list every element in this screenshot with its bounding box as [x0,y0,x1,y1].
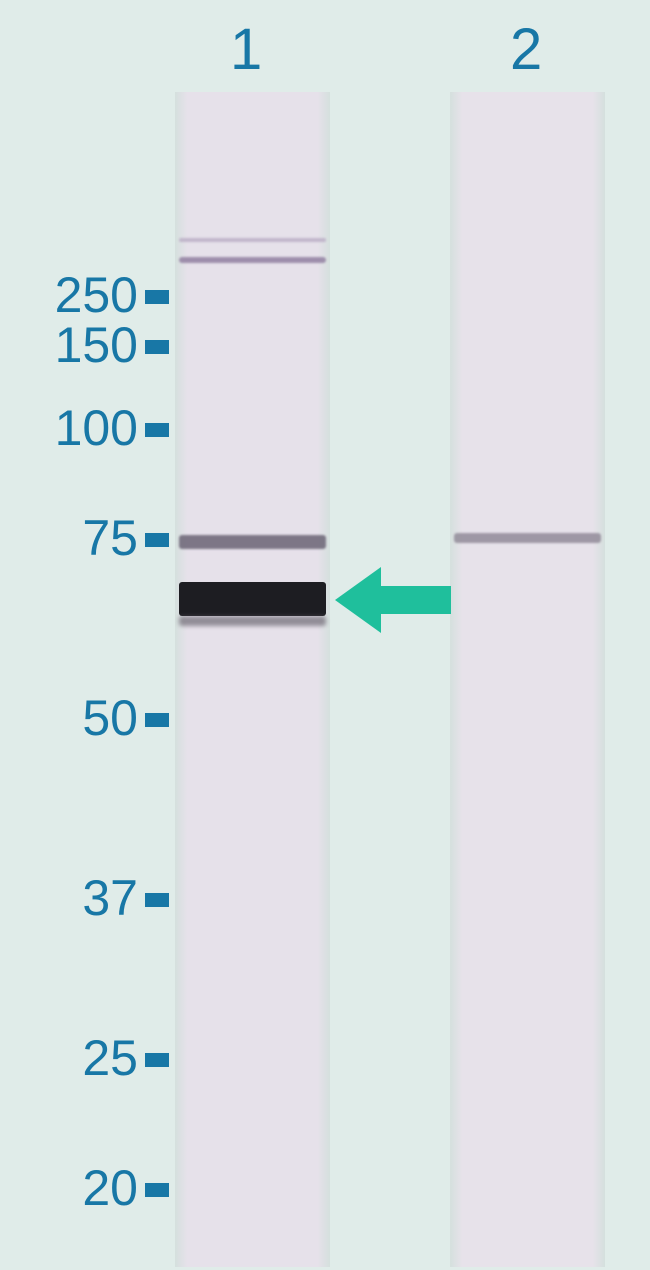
lane2-band-0 [454,533,601,543]
lane1-band-3 [179,582,326,616]
marker-label-50: 50 [82,689,138,747]
lane2-strip [450,92,605,1267]
lane1-band-4 [179,616,326,626]
blot-canvas: 122501501007550372520 [0,0,650,1270]
lane1-strip [175,92,330,1267]
marker-label-75: 75 [82,509,138,567]
lane2-header: 2 [510,16,542,83]
marker-label-37: 37 [82,869,138,927]
lane1-band-0 [179,238,326,242]
marker-label-150: 150 [55,316,138,374]
marker-label-100: 100 [55,399,138,457]
marker-tick-250 [145,290,169,304]
lane1-header: 1 [230,16,262,83]
lane1-band-2 [179,535,326,549]
target-band-arrow-icon [335,567,451,633]
marker-tick-37 [145,893,169,907]
marker-tick-150 [145,340,169,354]
lane1-band-1 [179,257,326,263]
marker-tick-25 [145,1053,169,1067]
marker-tick-50 [145,713,169,727]
marker-label-20: 20 [82,1159,138,1217]
marker-label-25: 25 [82,1029,138,1087]
marker-tick-100 [145,423,169,437]
marker-tick-20 [145,1183,169,1197]
marker-tick-75 [145,533,169,547]
